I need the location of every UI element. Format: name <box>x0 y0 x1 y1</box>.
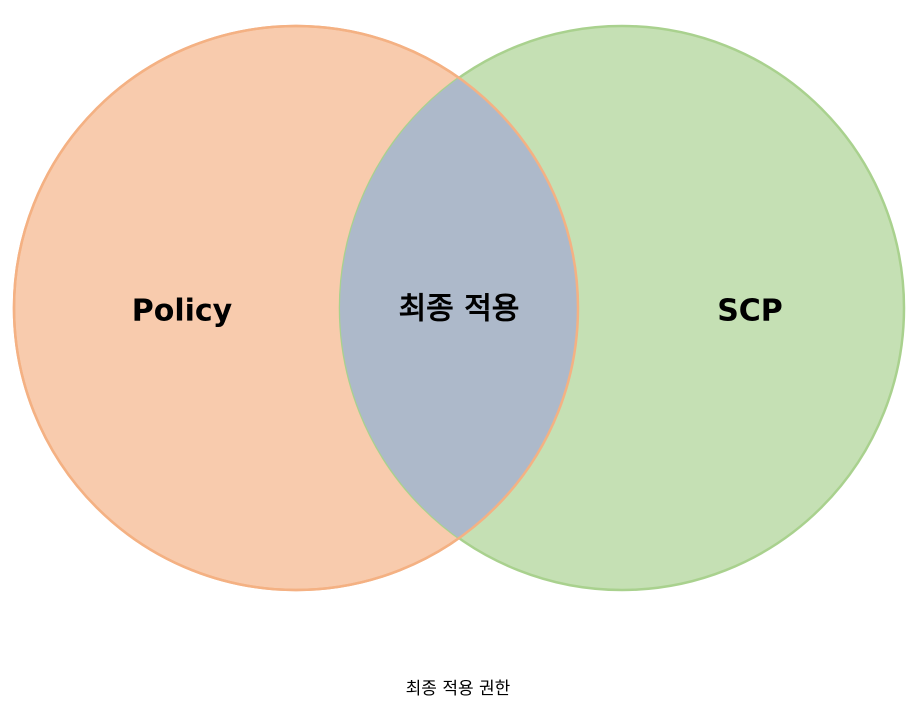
figure-caption: 최종 적용 권한 <box>405 679 511 699</box>
policy-label: Policy <box>132 294 233 329</box>
policy-circle-outline <box>12 24 580 592</box>
intersection-region <box>340 26 578 590</box>
scp-label: SCP <box>717 294 783 329</box>
intersection-label: 최종 적용 <box>399 292 520 327</box>
